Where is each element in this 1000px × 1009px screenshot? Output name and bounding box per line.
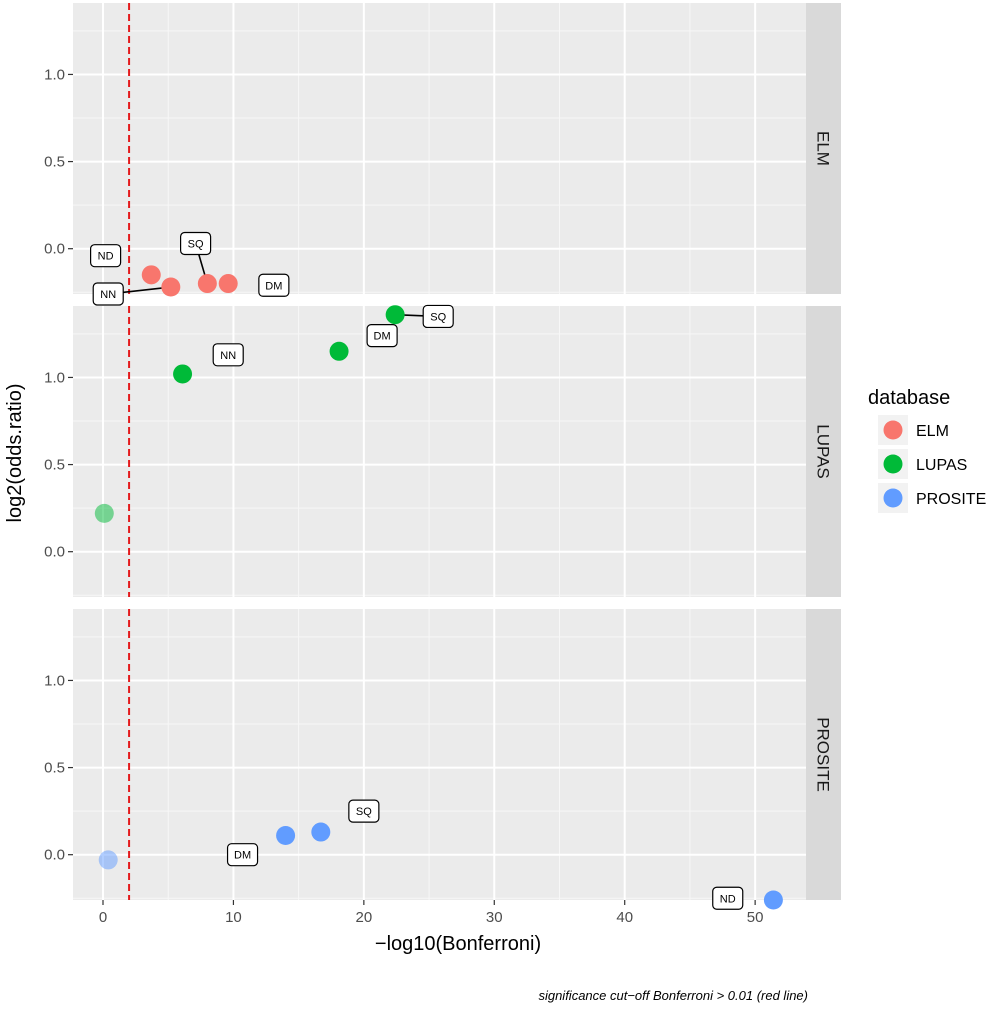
strip-elm: ELM [806,3,841,294]
x-axis-title: −log10(Bonferroni) [375,933,541,955]
panel-background [73,306,806,597]
y-axis: 0.0 0.5 1.0 0.0 0.5 1.0 0.0 0.5 1.0 [44,66,73,864]
legend-key-elm [883,420,903,440]
legend-key-lupas [883,454,903,474]
facet-panels: ND NN SQ DM NN DM SQ DM SQ ND [73,3,806,910]
label-text: NN [220,350,236,362]
point-label-sq: SQ [180,231,212,256]
strip-lupas: LUPAS [806,306,841,597]
label-text: NN [100,289,116,301]
data-point-elm-1 [161,277,181,297]
strip-label: PROSITE [814,717,833,792]
y-tick-label: 0.0 [44,241,65,258]
x-axis: 0 10 20 30 40 50 [99,900,764,926]
facet-panel-elm: ND NN SQ DM [73,3,806,306]
data-point-lupas-2 [329,341,349,361]
data-point-prosite-1 [276,826,296,846]
label-box [226,843,259,867]
point-label-dm: DM [226,843,259,867]
label-box [258,273,290,297]
x-tick-label: 20 [356,909,373,926]
label-box [180,231,212,256]
legend-title: database [868,387,950,409]
label-text: DM [234,850,251,862]
data-point-elm-0 [141,265,161,285]
legend-label: LUPAS [916,457,967,474]
y-tick-label: 0.5 [44,457,65,474]
point-label-sq: SQ [422,304,454,329]
y-tick-label: 1.0 [44,369,65,386]
point-label-dm: DM [258,273,290,297]
label-box [348,799,380,823]
y-tick-label: 0.5 [44,154,65,171]
legend-label: PROSITE [916,491,986,508]
y-tick-label: 0.0 [44,847,65,864]
legend: database ELM LUPAS PROSITE [868,387,986,513]
facet-strips: ELM LUPAS PROSITE [806,3,841,900]
label-box [712,886,744,910]
point-label-nd: ND [90,244,122,268]
data-point-elm-2 [197,274,217,294]
legend-key-prosite [883,488,903,508]
data-point-prosite-3 [763,890,783,910]
strip-background [806,609,841,900]
label-text: SQ [356,806,372,818]
facet-panel-lupas: NN DM SQ [73,304,806,597]
facet-panel-prosite: DM SQ ND [73,609,806,910]
y-tick-label: 1.0 [44,66,65,83]
panel-background [73,609,806,900]
label-text: SQ [430,311,446,323]
label-box [92,282,124,306]
x-tick-label: 50 [747,909,764,926]
label-text: ND [720,893,736,905]
y-tick-label: 0.0 [44,544,65,561]
y-tick-label: 1.0 [44,672,65,689]
x-tick-label: 40 [616,909,633,926]
data-point-lupas-0 [94,503,114,523]
y-tick-label: 0.5 [44,760,65,777]
point-label-nd: ND [712,886,744,910]
data-point-elm-3 [218,274,238,294]
data-point-lupas-3 [385,305,405,325]
x-tick-label: 0 [99,909,107,926]
point-label-nn: NN [212,343,244,367]
strip-label: LUPAS [814,424,833,479]
x-tick-label: 30 [486,909,503,926]
data-point-prosite-2 [311,822,331,842]
legend-item-elm: ELM [878,415,949,445]
legend-item-prosite: PROSITE [878,483,986,513]
point-label-nn: NN [92,282,124,306]
legend-item-lupas: LUPAS [878,449,967,479]
x-tick-label: 10 [225,909,242,926]
legend-label: ELM [916,423,949,440]
caption: significance cut−off Bonferroni > 0.01 (… [538,988,808,1003]
y-axis-title: log2(odds.ratio) [4,384,26,523]
label-text: DM [374,331,391,343]
data-point-prosite-0 [98,850,118,870]
label-text: SQ [188,238,204,250]
data-point-lupas-1 [173,364,193,384]
label-text: ND [98,251,114,263]
label-box [90,244,122,268]
point-label-sq: SQ [348,799,380,823]
strip-background [806,3,841,294]
label-box [212,343,244,367]
point-label-dm: DM [366,324,398,348]
label-box [422,304,454,329]
strip-prosite: PROSITE [806,609,841,900]
strip-label: ELM [814,131,833,166]
label-box [366,324,398,348]
strip-background [806,306,841,597]
label-text: DM [265,280,282,292]
